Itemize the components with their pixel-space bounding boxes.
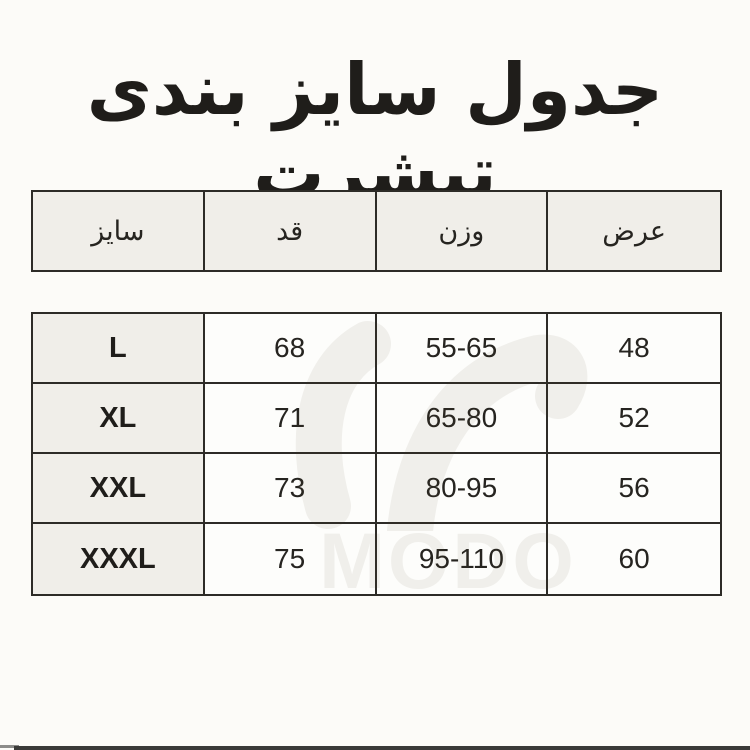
bottom-edge-bar-light-segment [0, 745, 19, 748]
column-header-size: سایز [33, 192, 205, 270]
length-value: 68 [274, 332, 306, 363]
table-row-xxl-width-cell: 56 [548, 454, 720, 524]
length-value: 71 [274, 402, 306, 433]
column-header-weight: وزن [376, 192, 549, 270]
table-row-xl-size-cell: XL [33, 384, 205, 454]
table-row-l-size-cell: L [33, 314, 205, 384]
column-header-width-label: عرض [602, 215, 666, 247]
size-value: XXL [89, 471, 147, 504]
table-row-xxxl-width-cell: 60 [548, 524, 720, 594]
table-row-xxl-length-cell: 73 [204, 454, 377, 524]
bottom-edge-bar-dark-segment [14, 746, 750, 750]
column-header-width: عرض [548, 192, 720, 270]
column-header-size-label: سایز [91, 215, 145, 247]
table-row-xl-weight-cell: 65-80 [376, 384, 549, 454]
width-value: 52 [618, 402, 650, 433]
table-row-xxxl-weight-cell: 95-110 [376, 524, 549, 594]
table-row-xl-length-cell: 71 [204, 384, 377, 454]
weight-value: 65-80 [425, 402, 498, 433]
weight-value: 55-65 [425, 332, 498, 363]
width-value: 48 [618, 332, 650, 363]
table-row-xxl-weight-cell: 80-95 [376, 454, 549, 524]
table-header-row: سایز قد وزن عرض [31, 190, 722, 272]
table-row-xxl-size-cell: XXL [33, 454, 205, 524]
column-header-length: قد [204, 192, 377, 270]
length-value: 75 [274, 543, 306, 574]
table-row-xxxl-length-cell: 75 [204, 524, 377, 594]
column-header-weight-label: وزن [438, 215, 485, 247]
page-title: جدول سایز بندی تیشرت [86, 48, 664, 214]
weight-value: 95-110 [418, 543, 504, 574]
table-row-xl-width-cell: 52 [548, 384, 720, 454]
weight-value: 80-95 [425, 472, 498, 503]
table-row-l-width-cell: 48 [548, 314, 720, 384]
size-value: XL [99, 401, 137, 434]
column-header-length-label: قد [276, 215, 304, 247]
size-value: L [109, 331, 127, 364]
bottom-edge-bar [0, 743, 750, 750]
table-row-xxxl-size-cell: XXXL [33, 524, 205, 594]
length-value: 73 [274, 472, 306, 503]
size-value: XXXL [80, 542, 156, 575]
table-row-l-weight-cell: 55-65 [376, 314, 549, 384]
width-value: 60 [618, 543, 650, 574]
size-table-body: L 68 55-65 48 XL 71 65-80 52 XXL 73 [31, 312, 722, 596]
table-row-l-length-cell: 68 [204, 314, 377, 384]
width-value: 56 [618, 472, 650, 503]
